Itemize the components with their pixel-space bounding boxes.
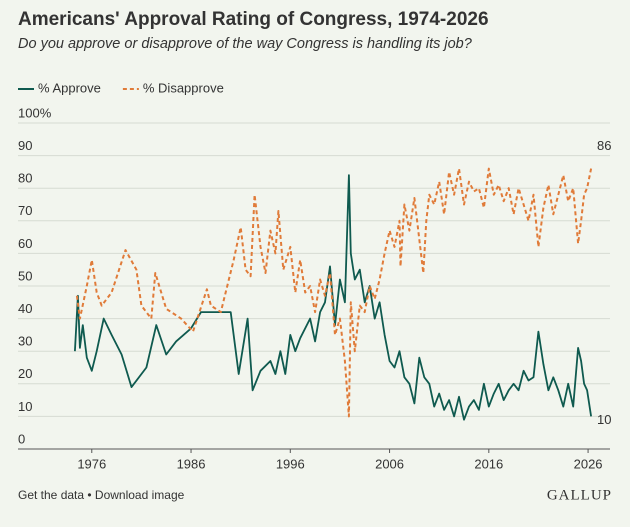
y-tick-label: 60 xyxy=(18,236,32,251)
line-series xyxy=(75,167,593,418)
x-tick-label: 2016 xyxy=(474,456,503,471)
y-tick-label: 80 xyxy=(18,171,32,186)
legend-label: % Approve xyxy=(38,80,101,95)
line-series xyxy=(74,174,592,421)
x-tick-label: 2026 xyxy=(574,456,603,471)
y-tick-label: 90 xyxy=(18,138,32,153)
y-tick-label: 70 xyxy=(18,203,32,218)
end-label: 10 xyxy=(597,412,611,427)
brand: GALLUP xyxy=(547,487,612,503)
y-tick-label: 0 xyxy=(18,431,25,446)
chart-title: Americans' Approval Rating of Congress, … xyxy=(18,9,489,30)
chart-subtitle: Do you approve or disapprove of the way … xyxy=(18,36,473,52)
y-tick-label: 40 xyxy=(18,301,32,316)
y-tick-label: 50 xyxy=(18,268,32,283)
legend-label: % Disapprove xyxy=(143,80,224,95)
x-tick-label: 2006 xyxy=(375,456,404,471)
end-label: 86 xyxy=(597,138,611,153)
y-tick-label: 30 xyxy=(18,334,32,349)
x-tick-label: 1976 xyxy=(77,456,106,471)
x-tick-label: 1986 xyxy=(177,456,206,471)
footer[interactable]: Get the data • Download image xyxy=(18,488,185,502)
x-tick-label: 1996 xyxy=(276,456,305,471)
y-tick-label: 20 xyxy=(18,366,32,381)
y-tick-label: 10 xyxy=(18,399,32,414)
y-tick-label: 100% xyxy=(18,105,52,120)
